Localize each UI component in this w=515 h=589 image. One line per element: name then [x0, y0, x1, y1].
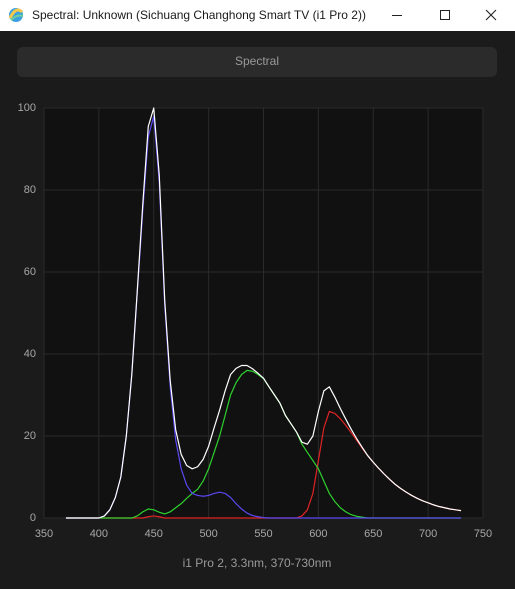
maximize-button[interactable] — [440, 10, 450, 20]
x-tick-label: 750 — [474, 528, 492, 540]
title-bar — [0, 0, 515, 31]
y-tick-label: 40 — [24, 348, 36, 360]
x-tick-label: 350 — [35, 528, 53, 540]
close-button[interactable] — [485, 9, 497, 21]
x-tick-label: 450 — [145, 528, 163, 540]
x-tick-label: 550 — [254, 528, 272, 540]
series-line — [65, 107, 462, 519]
window-title: Spectral: Unknown (Sichuang Changhong Sm… — [32, 8, 366, 22]
chart-caption: i1 Pro 2, 3.3nm, 370-730nm — [183, 556, 332, 570]
button-label: Spectral — [235, 54, 279, 68]
y-tick-label: 0 — [30, 512, 36, 524]
tick-labels: 0 20 40 60 80 100 350 400 450 500 550 600 650 700 750 — [18, 102, 493, 540]
y-tick-label: 20 — [24, 430, 36, 442]
spectral-button[interactable] — [17, 47, 497, 77]
x-tick-label: 500 — [199, 528, 217, 540]
x-tick-label: 600 — [309, 528, 327, 540]
y-tick-label: 100 — [18, 102, 36, 114]
x-tick-label: 650 — [364, 528, 382, 540]
y-tick-label: 60 — [24, 266, 36, 278]
y-tick-label: 80 — [24, 184, 36, 196]
series-lines — [65, 107, 462, 519]
x-tick-label: 700 — [419, 528, 437, 540]
app-icon — [8, 8, 24, 22]
x-tick-label: 400 — [90, 528, 108, 540]
